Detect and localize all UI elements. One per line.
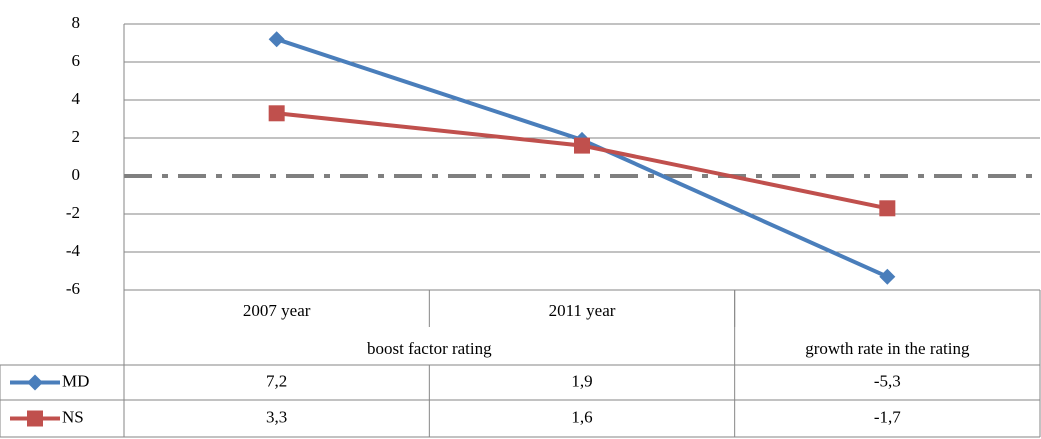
table-value: 1,9 xyxy=(571,371,592,390)
x-tick-label: 2011 year xyxy=(549,301,616,320)
data-point xyxy=(879,200,896,217)
table-value: -1,7 xyxy=(874,407,901,426)
table-value: 7,2 xyxy=(266,371,287,390)
series-line xyxy=(276,37,889,279)
legend-label: MD xyxy=(62,371,89,390)
x-tick-label: 2007 year xyxy=(243,301,311,320)
y-tick-label: -6 xyxy=(66,279,80,298)
y-tick-label: 2 xyxy=(72,127,81,146)
data-point xyxy=(268,31,285,48)
data-point xyxy=(574,137,590,154)
y-tick-label: 4 xyxy=(72,89,81,108)
y-tick-label: 6 xyxy=(72,51,81,70)
data-point xyxy=(268,105,285,122)
table-value: 1,6 xyxy=(571,407,592,426)
group-label: growth rate in the rating xyxy=(805,339,970,358)
table-value: 3,3 xyxy=(266,407,287,426)
y-tick-label: 0 xyxy=(72,165,81,184)
data-point xyxy=(879,268,896,285)
y-tick-label: -2 xyxy=(66,203,80,222)
legend-label: NS xyxy=(62,407,84,426)
legend-marker xyxy=(27,374,43,391)
group-label: boost factor rating xyxy=(367,339,492,358)
y-tick-label: 8 xyxy=(72,13,81,32)
series-line xyxy=(276,111,888,211)
table-value: -5,3 xyxy=(874,371,901,390)
legend-marker xyxy=(27,410,43,427)
y-tick-label: -4 xyxy=(66,241,81,260)
